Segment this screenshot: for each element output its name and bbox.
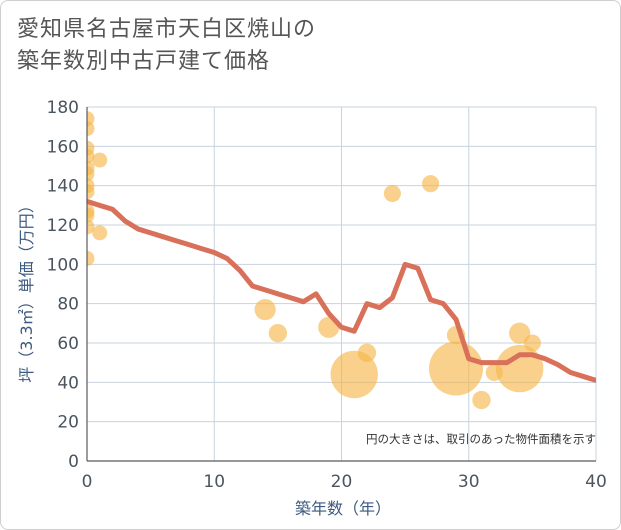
trend-line-layer [87,198,596,383]
bubble-point [523,334,541,352]
bubble-point [87,121,95,137]
y-tick-label: 180 [47,98,79,118]
bubble-point [383,184,401,203]
y-tick-label: 160 [47,137,79,157]
bubble-point [509,322,531,344]
bubble-point [428,341,484,396]
x-tick-label: 40 [585,472,607,492]
grid [87,106,597,461]
y-tick-label: 40 [57,373,79,393]
y-tick-label: 100 [47,255,79,275]
y-tick-label: 120 [47,216,79,236]
bubble-point [87,184,95,200]
average-price-line [87,198,596,383]
x-tick-label: 0 [82,472,93,492]
bubble-point [87,250,95,266]
x-tick-label: 20 [331,472,353,492]
y-tick-label: 80 [57,295,79,315]
bubble-point [87,166,95,182]
x-axis-title: 築年数（年） [295,499,391,518]
bubble-point [422,175,440,193]
bubble-point [92,225,108,241]
y-tick-label: 140 [47,177,79,197]
y-axis-title: 坪（3.3㎡）単価（万円） [17,197,36,382]
size-note: 円の大きさは、取引のあった物件面積を示す [366,432,596,446]
chart-title-line1: 愛知県名古屋市天白区焼山の [17,17,317,42]
bubble-point [495,344,544,393]
bubble-point [357,343,377,363]
bubble-point [254,298,276,321]
axes: 0 20 40 60 80 100 120 140 160 180 0 10 20 30 40 [47,98,607,492]
bubble-point [330,350,378,399]
bubble-point [268,323,288,343]
bubble-point [92,152,108,168]
bubble-layer [87,111,544,410]
x-tick-label: 30 [458,472,480,492]
y-tick-label: 60 [57,334,79,354]
x-tick-label: 10 [203,472,225,492]
y-tick-label: 0 [68,452,79,472]
bubble-point [87,207,95,223]
chart-title-line2: 築年数別中古戸建て価格 [17,49,271,74]
y-tick-label: 20 [57,413,79,433]
chart-title: 愛知県名古屋市天白区焼山の 築年数別中古戸建て価格 [17,14,316,78]
bubble-point [472,390,491,410]
